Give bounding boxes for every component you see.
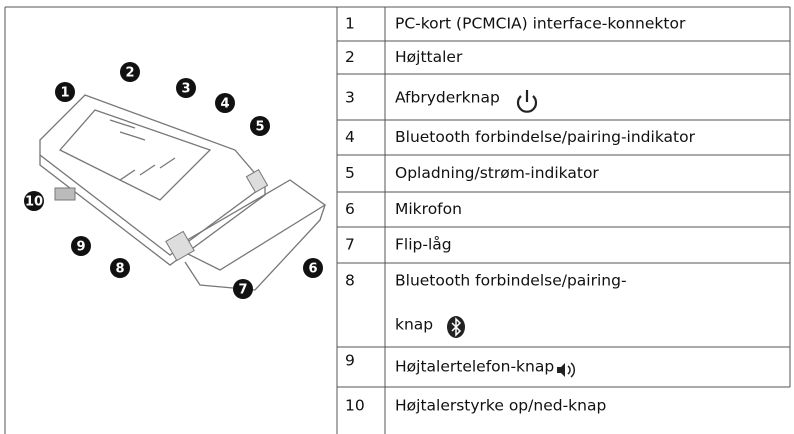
callouts: 1 2 3 4 5 6 7 8 9 10	[24, 62, 323, 299]
row-label: Mikrofon	[395, 200, 462, 218]
row-number: 10	[345, 397, 365, 415]
speaker-icon	[557, 362, 576, 378]
bluetooth-icon	[447, 316, 465, 338]
callout-number: 3	[181, 82, 190, 97]
callout-badge	[24, 191, 44, 211]
row-label: Bluetooth forbindelse/pairing-	[395, 272, 627, 290]
callout-number: 2	[125, 66, 134, 81]
callout-number: 6	[308, 262, 317, 277]
callout-number: 10	[25, 195, 43, 210]
callout-badge	[233, 279, 253, 299]
row-number: 1	[345, 15, 355, 33]
callout-badge	[250, 116, 270, 136]
row-number: 5	[345, 164, 355, 182]
row-number: 9	[345, 352, 355, 370]
callout-badge	[71, 236, 91, 256]
row-number: 7	[345, 236, 355, 254]
row-label: Højttaler	[395, 48, 463, 66]
device-drawing	[39, 94, 327, 291]
callout-number: 8	[115, 262, 124, 277]
borders	[4, 6, 791, 434]
callout-number: 4	[220, 97, 229, 112]
row-number: 6	[345, 200, 355, 218]
row-label: Højtalertelefon-knap	[395, 358, 554, 376]
callout-badge	[176, 78, 196, 98]
callout-number: 1	[60, 86, 69, 101]
row-label: Højtalerstyrke op/ned-knap	[395, 397, 606, 415]
callout-number: 5	[255, 120, 264, 135]
power-icon	[516, 90, 538, 113]
icons	[447, 90, 576, 378]
row-number: 8	[345, 272, 355, 290]
row-label: Afbryderknap	[395, 89, 500, 107]
row-label: Bluetooth forbindelse/pairing-indikator	[395, 128, 696, 146]
callout-badge	[55, 82, 75, 102]
row-label: Opladning/strøm-indikator	[395, 164, 599, 182]
callout-number: 9	[76, 240, 85, 255]
row-number: 2	[345, 48, 355, 66]
row-label: knap	[395, 316, 433, 334]
callout-number: 7	[238, 283, 247, 298]
table: 1 PC-kort (PCMCIA) interface-konnektor 2 Hø…	[337, 15, 790, 415]
row-label: Flip-låg	[395, 236, 452, 254]
callout-badge	[303, 258, 323, 278]
row-label: PC-kort (PCMCIA) interface-konnektor	[395, 15, 686, 33]
callout-badge	[120, 62, 140, 82]
callout-badge	[110, 258, 130, 278]
callout-badge	[215, 93, 235, 113]
row-number: 4	[345, 128, 355, 146]
row-number: 3	[345, 89, 355, 107]
